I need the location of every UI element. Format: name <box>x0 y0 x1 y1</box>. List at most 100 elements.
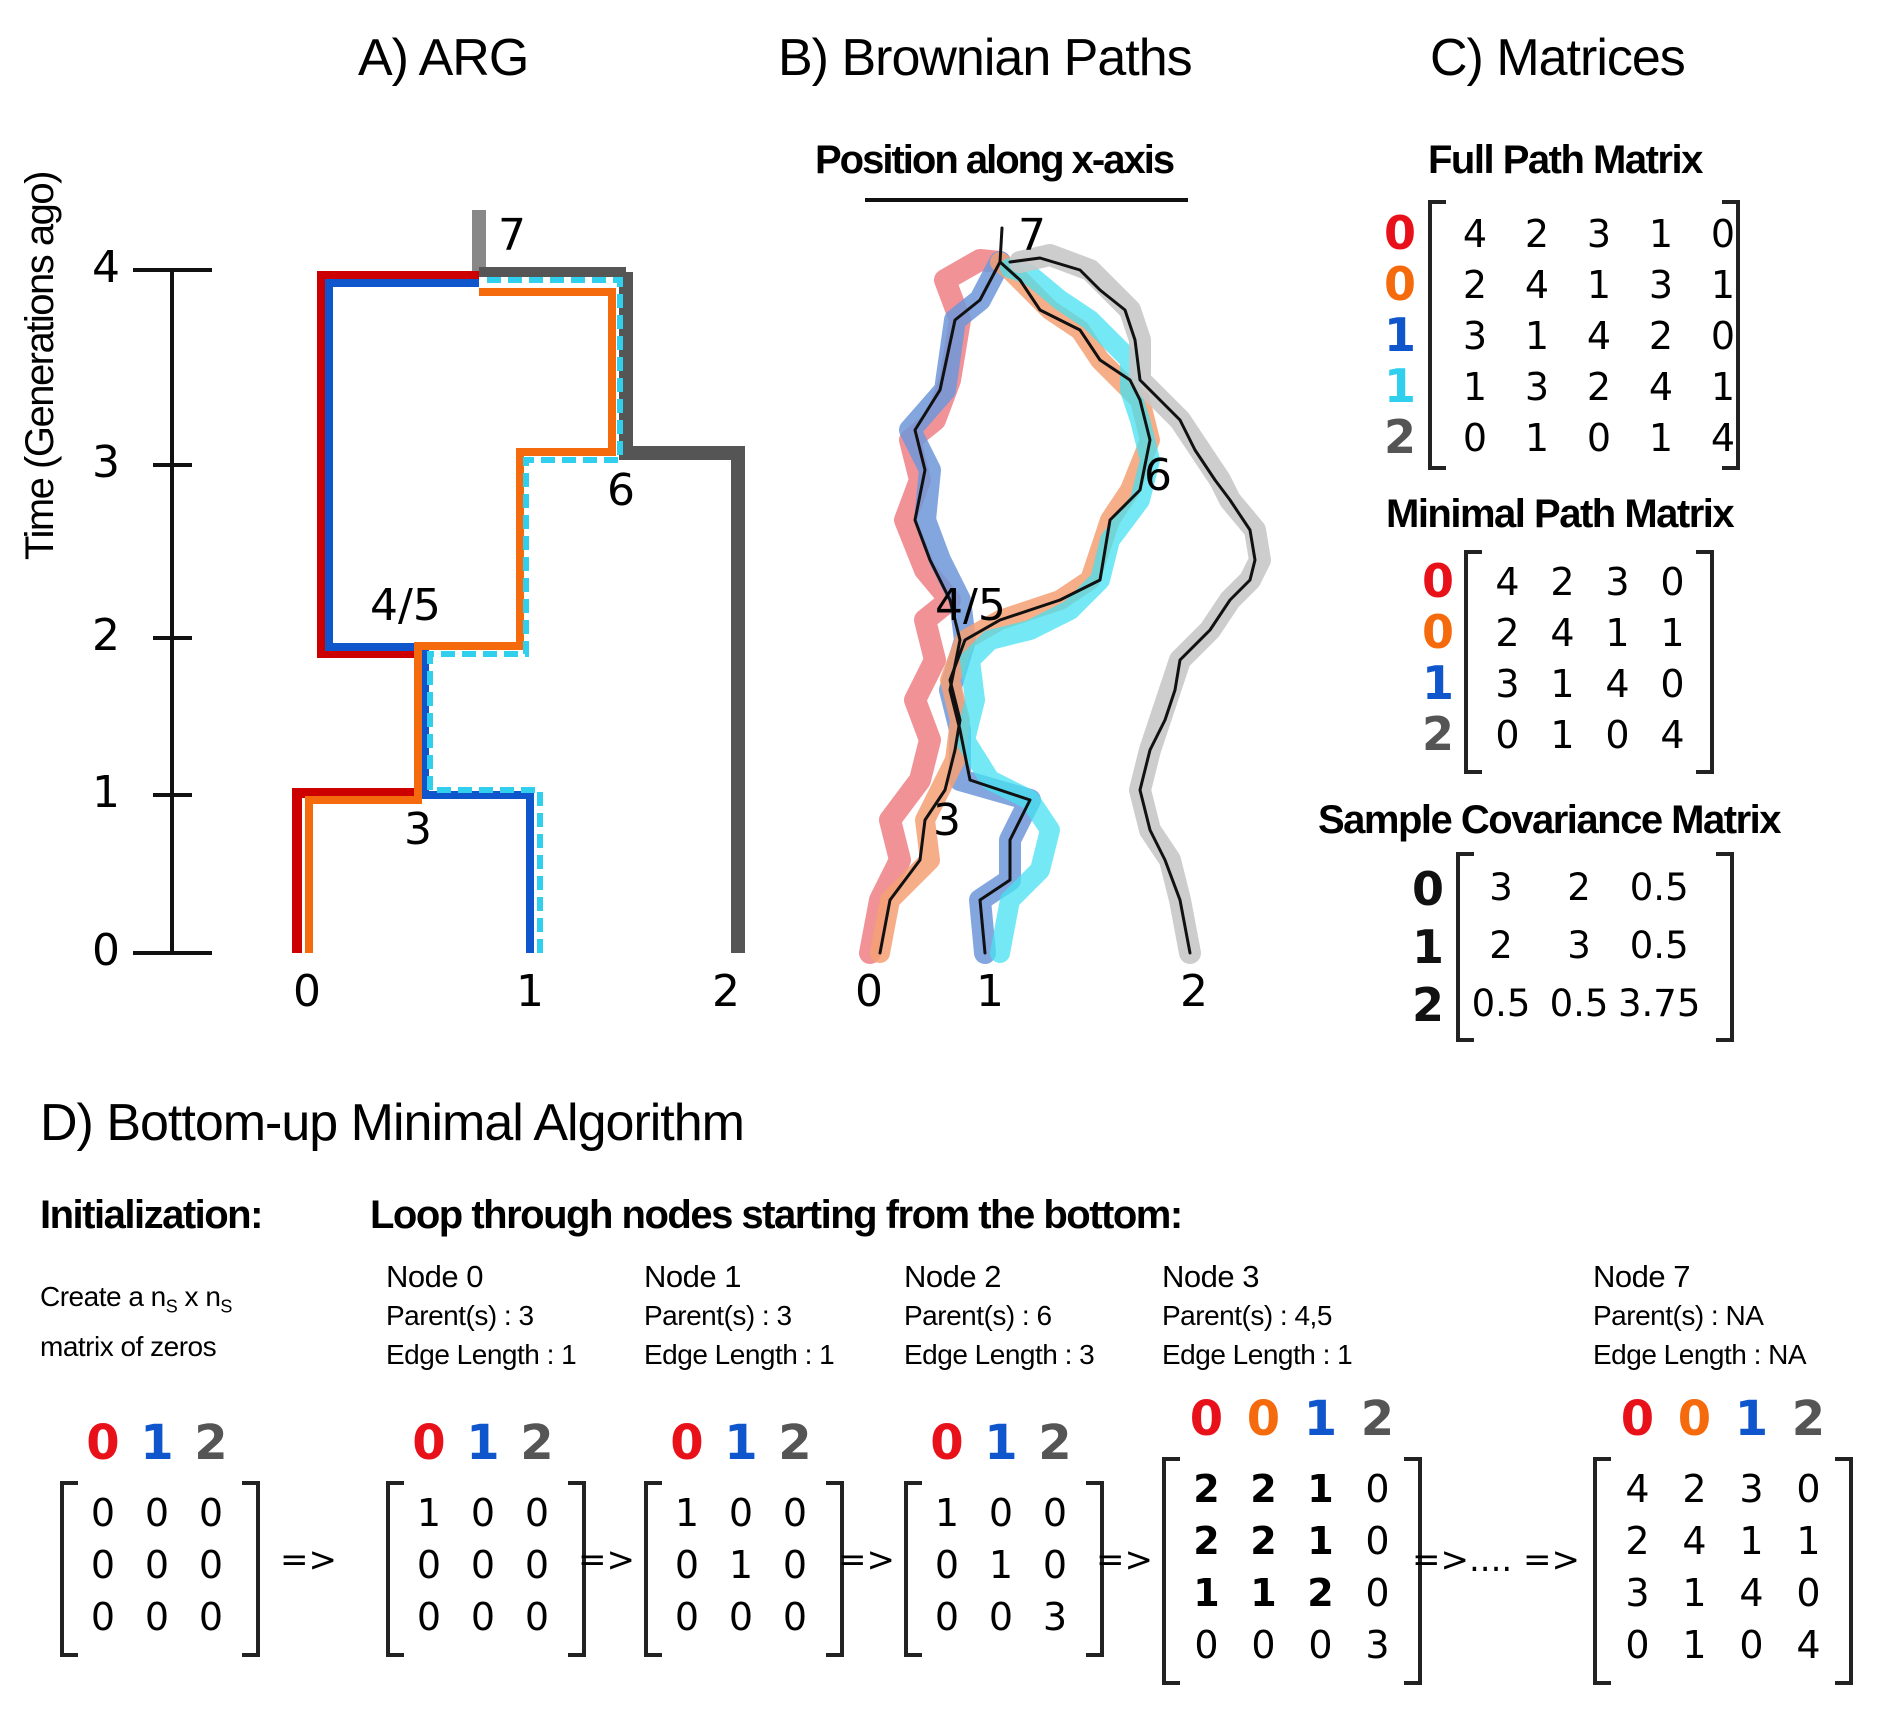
step-matrix-cell: 0 <box>402 1591 456 1643</box>
step-matrix-cell: 0 <box>660 1591 714 1643</box>
brownian-node-label-7: 7 <box>1018 210 1046 261</box>
step-matrix-cell: 2 <box>1235 1463 1292 1515</box>
step-matrix-row: 010 <box>660 1539 822 1591</box>
step-matrix-cell: 0 <box>1780 1567 1837 1619</box>
step-matrix-cell: 1 <box>1723 1515 1780 1567</box>
ellipsis-arrow: =>.... => <box>1412 1540 1580 1580</box>
step-matrix-cell: 0 <box>714 1487 768 1539</box>
full-matrix-cell: 1 <box>1630 412 1692 463</box>
step-matrix-cell: 0 <box>1609 1619 1666 1671</box>
step-matrix-row: 100 <box>402 1487 564 1539</box>
step-5-header-line: Parent(s) : NA <box>1593 1296 1763 1335</box>
step-matrix-cell: 2 <box>1609 1515 1666 1567</box>
step-matrix-row: 0003 <box>1178 1619 1406 1671</box>
step-matrix-cell: 0 <box>714 1591 768 1643</box>
full-matrix-cell: 3 <box>1444 310 1506 361</box>
full-matrix-cell: 2 <box>1506 208 1568 259</box>
step-matrix-cell: 0 <box>1235 1619 1292 1671</box>
full-matrix-cell: 0 <box>1568 412 1630 463</box>
step-2-column-label: 0 <box>660 1415 714 1471</box>
step-matrix-cell: 0 <box>184 1539 238 1591</box>
full-matrix-cell: 4 <box>1630 361 1692 412</box>
full-row-label-2: 1 <box>1380 310 1420 361</box>
full-matrix-cell: 2 <box>1568 361 1630 412</box>
step-matrix-cell: 0 <box>510 1539 564 1591</box>
step-matrix-cell: 0 <box>456 1487 510 1539</box>
arg-node-label-6: 6 <box>607 465 635 516</box>
step-matrix-cell: 0 <box>76 1539 130 1591</box>
step-matrix-cell: 0 <box>510 1591 564 1643</box>
minimal-matrix-cell: 1 <box>1590 607 1645 658</box>
full-matrix-cell: 0 <box>1692 208 1754 259</box>
brownian-sample-label-0: 0 <box>855 966 883 1017</box>
full-matrix-cell: 1 <box>1444 361 1506 412</box>
y-tick-label-1: 1 <box>92 767 120 818</box>
lineage-2-gray <box>626 272 738 953</box>
minimal-row-label-0: 0 <box>1418 556 1458 607</box>
step-matrix-cell: 1 <box>1178 1567 1235 1619</box>
cov-matrix-cell: 2 <box>1540 858 1618 916</box>
full-matrix-row: 01014 <box>1444 412 1754 463</box>
step-matrix-cell: 0 <box>76 1591 130 1643</box>
step-matrix-row: 3140 <box>1609 1567 1837 1619</box>
full-matrix-cell: 3 <box>1630 259 1692 310</box>
step-1-matrix: 100000000 <box>402 1487 564 1643</box>
step-4-header-line: Parent(s) : 4,5 <box>1162 1296 1332 1335</box>
step-matrix-cell: 1 <box>1235 1567 1292 1619</box>
step-matrix-cell: 0 <box>768 1539 822 1591</box>
full-matrix-cell: 1 <box>1692 259 1754 310</box>
step-matrix-cell: 2 <box>1666 1463 1723 1515</box>
minimal-matrix-cell: 2 <box>1535 556 1590 607</box>
cov-row-label-0: 0 <box>1408 860 1448 918</box>
step-4-header-line: Node 3 <box>1162 1257 1259 1296</box>
loop-heading: Loop through nodes starting from the bot… <box>370 1193 1182 1238</box>
arg-node-label-45: 4/5 <box>370 580 441 631</box>
step-matrix-cell: 2 <box>1292 1567 1349 1619</box>
step-3-matrix: 100010003 <box>920 1487 1082 1643</box>
minimal-matrix-cell: 1 <box>1535 709 1590 760</box>
step-0-matrix: 000000000 <box>76 1487 238 1643</box>
step-4-column-label: 0 <box>1235 1391 1292 1447</box>
cov-matrix-row: 0.5 0.5 3.75 <box>1462 974 1700 1032</box>
step-matrix-row: 2210 <box>1178 1515 1406 1567</box>
full-path-matrix-title: Full Path Matrix <box>1428 138 1702 183</box>
step-arrow: => <box>838 1540 895 1580</box>
step-4-column-label: 2 <box>1349 1391 1406 1447</box>
step-matrix-cell: 2 <box>1178 1515 1235 1567</box>
step-matrix-cell: 0 <box>974 1591 1028 1643</box>
full-matrix-cell: 1 <box>1506 412 1568 463</box>
y-tick-label-2: 2 <box>92 610 120 661</box>
step-5-header-line: Edge Length : NA <box>1593 1335 1806 1374</box>
step-1-column-label: 2 <box>510 1415 564 1471</box>
step-matrix-cell: 0 <box>768 1591 822 1643</box>
brownian-paths <box>870 228 1260 953</box>
step-2-header-line: Node 1 <box>644 1257 741 1296</box>
cov-matrix-cell: 0.5 <box>1618 858 1700 916</box>
full-matrix-cell: 4 <box>1568 310 1630 361</box>
full-matrix-cell: 0 <box>1444 412 1506 463</box>
step-matrix-cell: 4 <box>1723 1567 1780 1619</box>
cov-matrix-row: 2 3 0.5 <box>1462 916 1700 974</box>
step-2-column-label: 1 <box>714 1415 768 1471</box>
step-matrix-cell: 0 <box>920 1591 974 1643</box>
full-matrix-cell: 2 <box>1444 259 1506 310</box>
step-matrix-cell: 0 <box>130 1539 184 1591</box>
step-matrix-cell: 0 <box>402 1539 456 1591</box>
step-1-header-line: Edge Length : 1 <box>386 1335 576 1374</box>
step-matrix-row: 000 <box>76 1591 238 1643</box>
cov-matrix-cell: 0.5 <box>1540 974 1618 1032</box>
full-matrix-cell: 3 <box>1506 361 1568 412</box>
minimal-row-label-3: 2 <box>1418 709 1458 760</box>
step-3-header-line: Parent(s) : 6 <box>904 1296 1052 1335</box>
step-5-column-label: 1 <box>1723 1391 1780 1447</box>
minimal-path-matrix: 4230241131400104 <box>1480 556 1700 760</box>
full-matrix-cell: 1 <box>1630 208 1692 259</box>
full-matrix-cell: 2 <box>1630 310 1692 361</box>
full-matrix-cell: 3 <box>1568 208 1630 259</box>
minimal-matrix-cell: 4 <box>1535 607 1590 658</box>
